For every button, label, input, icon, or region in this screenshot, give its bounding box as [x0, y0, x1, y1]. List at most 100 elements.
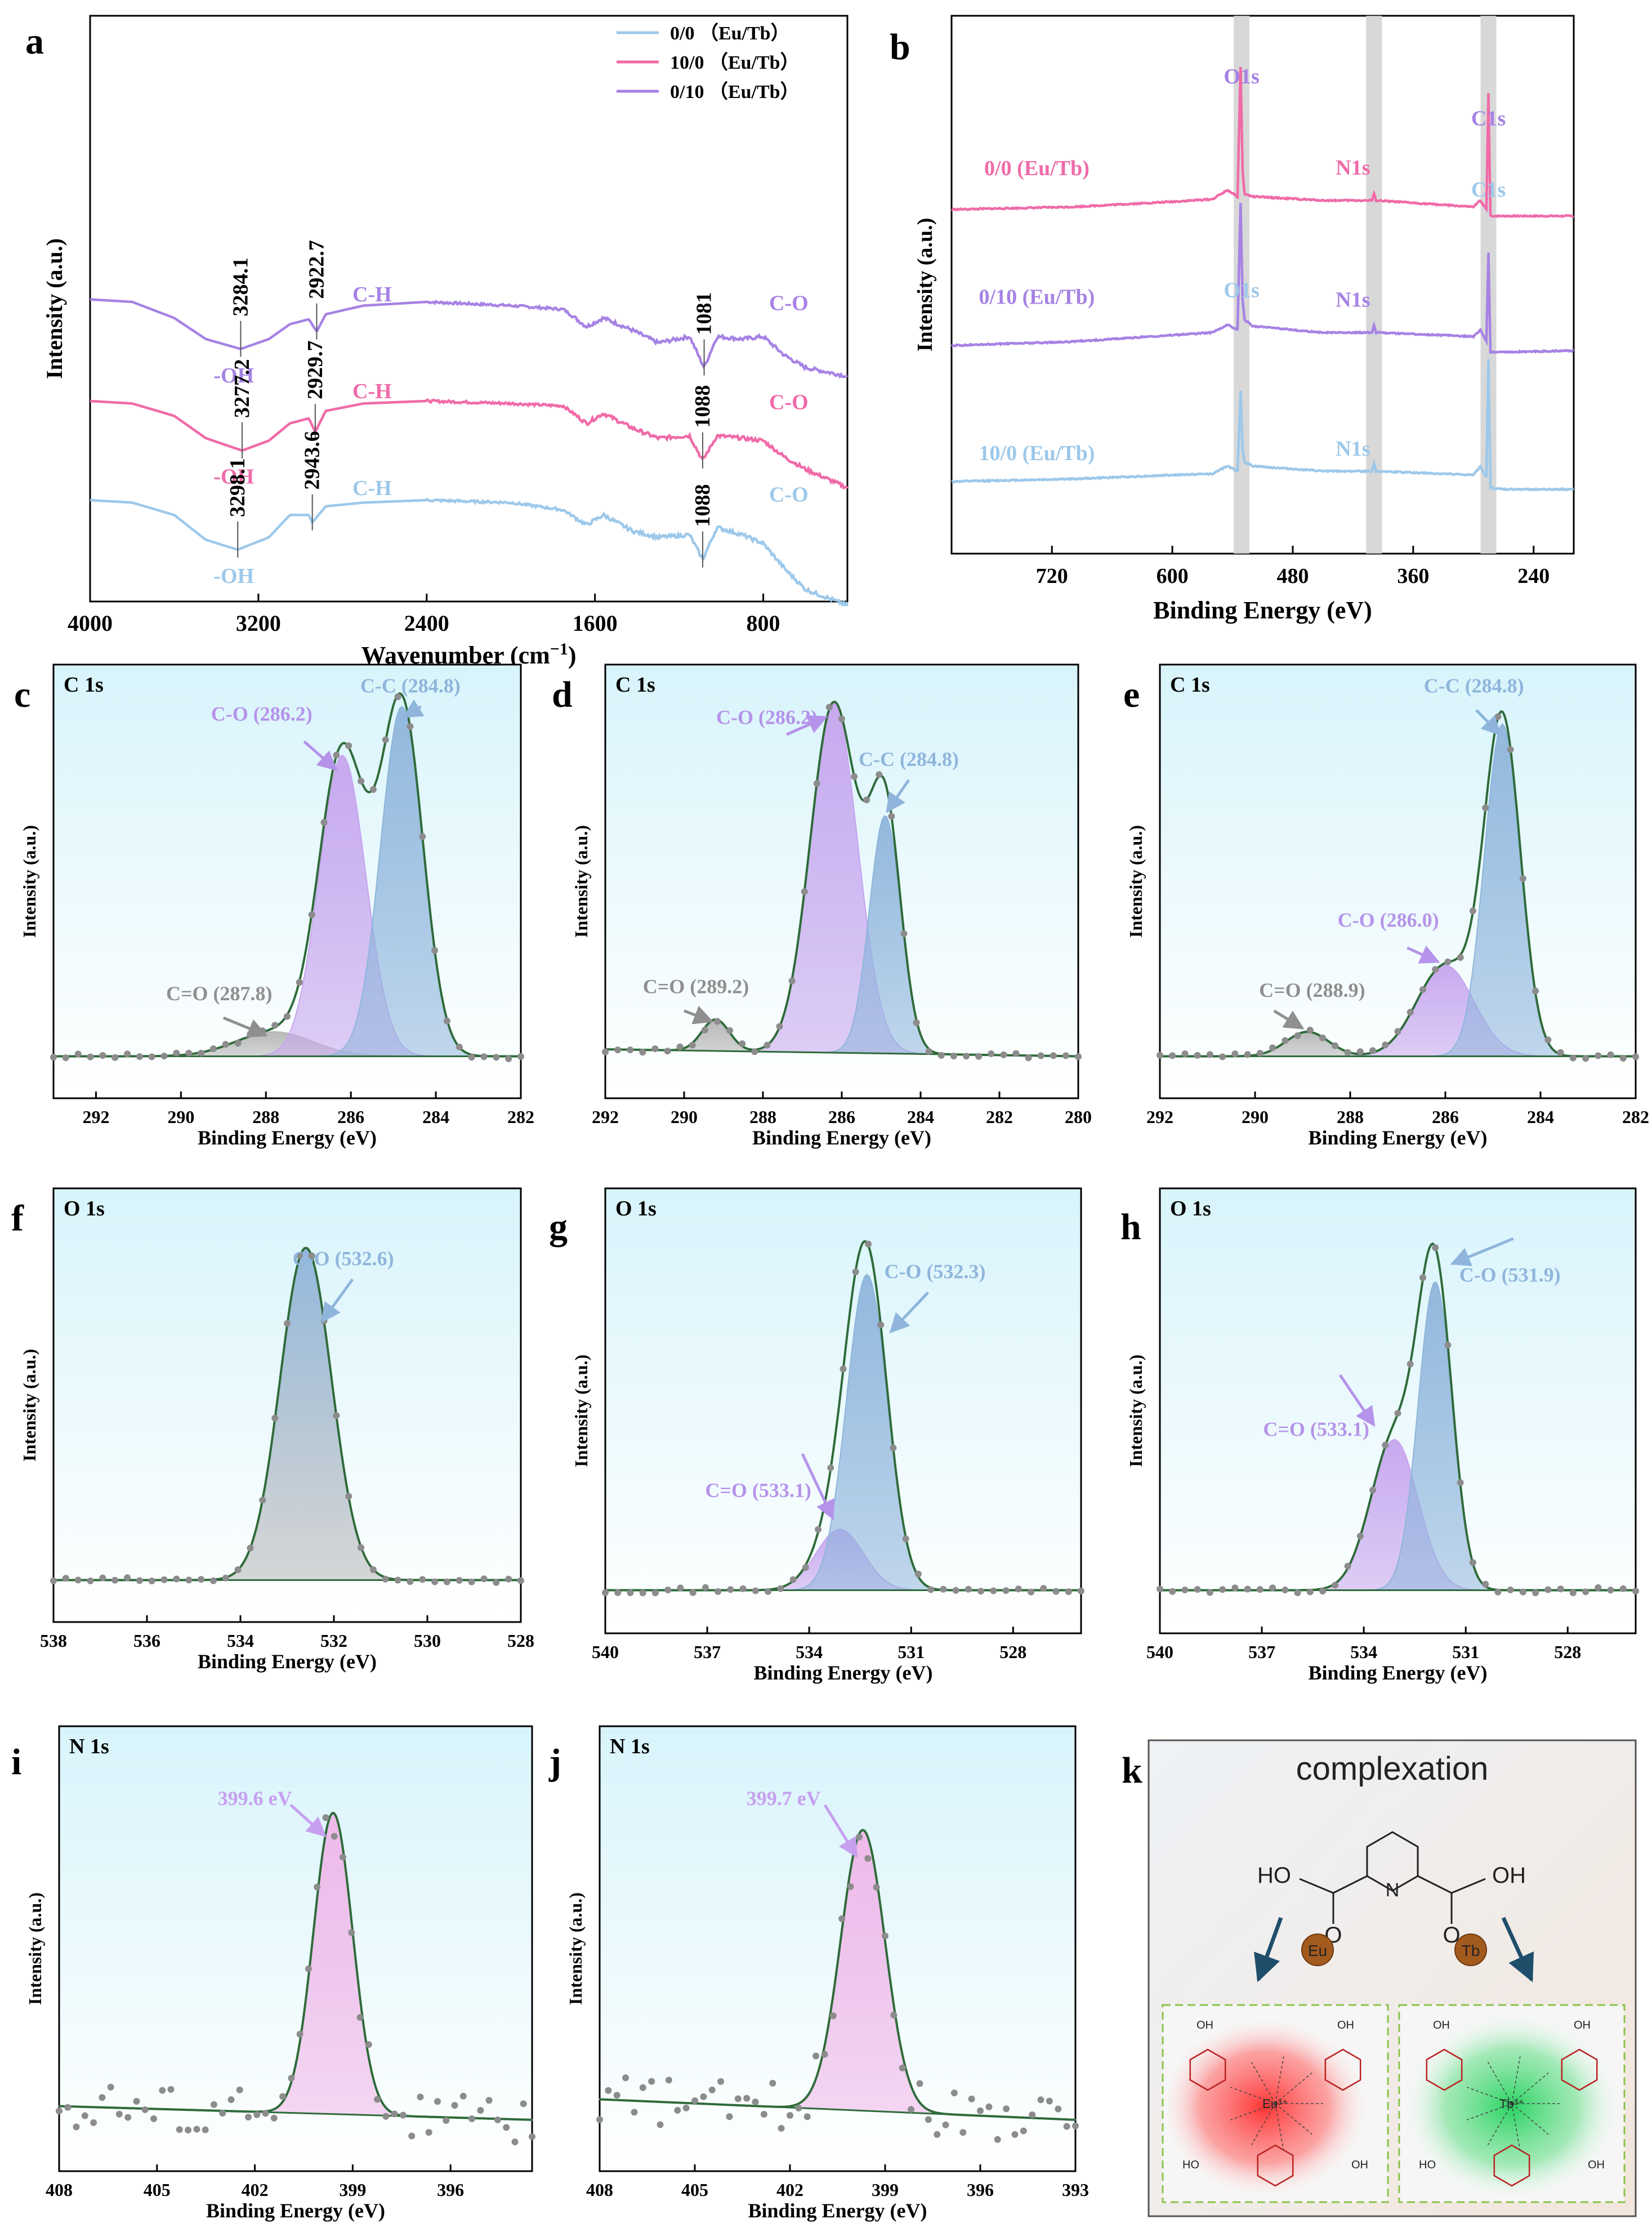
data-point: [1595, 1584, 1602, 1591]
data-point: [1457, 1479, 1464, 1486]
data-point: [1507, 1586, 1514, 1593]
data-point: [1055, 2105, 1062, 2113]
data-point: [1407, 1360, 1414, 1367]
data-point: [284, 1320, 291, 1327]
corner-label: N 1s: [69, 1735, 109, 1758]
data-point: [141, 2106, 149, 2113]
x-tick-label: 288: [252, 1107, 279, 1127]
data-point: [739, 1040, 746, 1048]
group-label: -OH: [213, 364, 254, 387]
data-point: [111, 1576, 119, 1584]
data-point: [1419, 1274, 1426, 1281]
xps-panels: c C=O (287.8) C-O (286.2) C-C (284.8) C 1s 29…: [11, 663, 1649, 2222]
x-tick-label: 720: [1036, 564, 1068, 588]
data-point: [902, 1535, 909, 1543]
data-point: [1519, 875, 1526, 882]
data-point: [614, 1046, 622, 1054]
annotation-value: 1081: [693, 292, 716, 335]
data-point: [1369, 1486, 1376, 1494]
data-point: [1000, 1051, 1007, 1058]
data-point: [863, 796, 870, 804]
data-point: [150, 2115, 157, 2122]
x-tick-label: 528: [507, 1630, 534, 1651]
data-point: [259, 1496, 266, 1504]
annotation-value: 3277.2: [230, 359, 254, 418]
eu-complex-ring: [1257, 2144, 1294, 2187]
data-point: [691, 2097, 698, 2104]
data-point: [136, 1053, 143, 1060]
data-point: [605, 2087, 612, 2094]
data-point: [419, 1576, 426, 1583]
panel-letter-g: g: [549, 1206, 568, 1248]
data-point: [752, 2099, 759, 2106]
eu-complex-oh: OH: [1351, 2159, 1368, 2171]
data-point: [345, 1493, 352, 1500]
data-point: [1382, 1041, 1389, 1049]
data-point: [1169, 1588, 1176, 1595]
x-tick-label: 408: [46, 2180, 73, 2200]
x-tick-label: 3200: [236, 611, 281, 636]
data-point: [1569, 1054, 1577, 1062]
data-point: [890, 2011, 898, 2019]
data-point: [443, 1578, 450, 1585]
tb-complex-oh: OH: [1433, 2019, 1450, 2031]
data-point: [1544, 1586, 1552, 1593]
x-axis-title: Binding Energy (eV): [752, 1126, 931, 1149]
peak-arrow: [886, 779, 910, 813]
data-point: [713, 1018, 721, 1025]
x-axis-title: Binding Energy (eV): [1308, 1126, 1487, 1149]
data-point: [803, 2113, 811, 2120]
data-point: [485, 2097, 493, 2104]
data-point: [1181, 1587, 1189, 1593]
data-point: [639, 1049, 646, 1056]
y-axis-title: Intensity (a.u.): [571, 1355, 591, 1467]
data-point: [765, 1588, 772, 1595]
y-axis-title: Intensity (a.u.): [19, 1349, 39, 1462]
data-point: [777, 1585, 784, 1592]
data-point: [87, 1053, 94, 1061]
data-point: [322, 1814, 329, 1821]
x-axis-title: Binding Energy (eV): [753, 1661, 932, 1684]
x-axis-title: Binding Energy (eV): [198, 1126, 377, 1149]
data-point: [1206, 1051, 1213, 1058]
data-point: [726, 1027, 734, 1034]
x-tick-label: 537: [694, 1642, 721, 1662]
data-point: [1219, 1586, 1226, 1593]
data-point: [529, 2133, 535, 2140]
data-point: [914, 1570, 922, 1578]
data-point: [908, 2106, 915, 2113]
x-tick-label: 540: [592, 1642, 619, 1662]
data-point: [253, 2111, 261, 2118]
k-title: complexation: [1296, 1750, 1489, 1787]
x-tick-label: 396: [967, 2180, 994, 2200]
x-tick-label: 528: [999, 1642, 1026, 1662]
data-point: [271, 1415, 279, 1422]
data-point: [899, 2064, 906, 2071]
data-point: [505, 1055, 512, 1062]
peak-arrow: [684, 1005, 714, 1024]
data-point: [1157, 1585, 1163, 1593]
x-tick-label: 538: [40, 1630, 67, 1651]
data-point: [234, 1566, 242, 1573]
eu-complex-ring: [1324, 2048, 1361, 2091]
data-point: [627, 1589, 634, 1596]
plot-frame: [89, 15, 849, 603]
peak-arrow: [785, 715, 828, 736]
data-point: [925, 2116, 932, 2123]
data-point: [977, 2107, 984, 2114]
ligand-ho: HO: [1257, 1863, 1291, 1888]
x-tick-label: 600: [1157, 564, 1189, 588]
panel-h: h C=O (533.1) C-O (531.9) O 1s 540 537 534 531 5…: [1120, 1187, 1639, 1684]
data-point: [394, 693, 401, 701]
data-point: [840, 1365, 847, 1373]
data-point: [176, 2126, 183, 2133]
data-point: [493, 1054, 500, 1061]
data-point: [1065, 1588, 1072, 1596]
data-point: [1169, 1052, 1176, 1059]
data-point: [876, 771, 883, 778]
data-point: [1050, 1052, 1057, 1059]
data-point: [81, 2112, 88, 2119]
data-point: [247, 1030, 254, 1037]
panel-d: d C=O (289.2) C-O (286.2) C-C (284.8) C 1s 29…: [552, 663, 1092, 1149]
x-tick-label: 360: [1397, 564, 1429, 588]
